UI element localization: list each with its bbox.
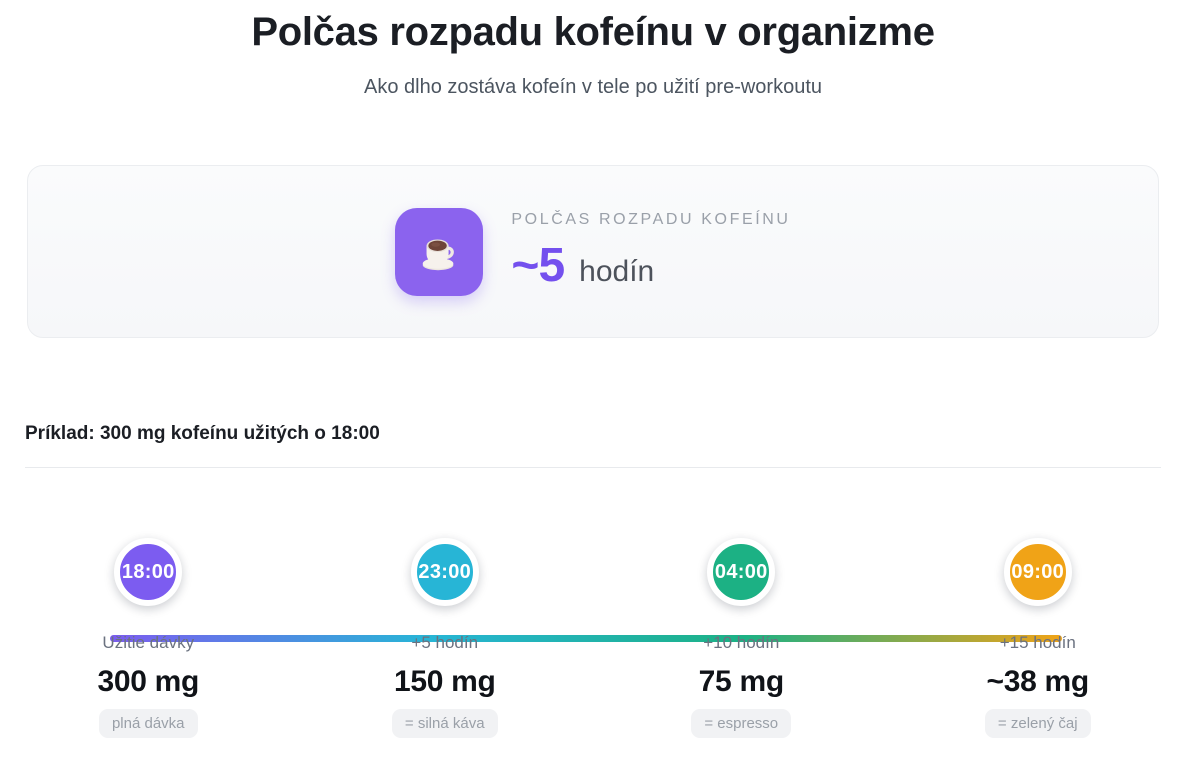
dose-badge: = silná káva bbox=[391, 709, 498, 738]
section-divider bbox=[25, 467, 1161, 468]
page-header: Polčas rozpadu kofeínu v organizme Ako d… bbox=[0, 0, 1186, 101]
coffee-cup-icon bbox=[423, 238, 455, 270]
caffeine-timeline: 18:00 Užitie dávky 300 mg plná dávka 23:… bbox=[0, 538, 1186, 738]
dose-badge: = espresso bbox=[691, 709, 792, 738]
timeline-item-plus5: 23:00 +5 hodín 150 mg = silná káva bbox=[297, 538, 594, 738]
dose-value: 150 mg bbox=[393, 665, 496, 698]
example-heading: Príklad: 300 mg kofeínu užitých o 18:00 bbox=[25, 423, 380, 444]
page-subtitle: Ako dlho zostáva kofeín v tele po užití … bbox=[363, 76, 823, 98]
halflife-text-block: POLČAS ROZPADU KOFEÍNU ~5 hodín bbox=[511, 211, 790, 293]
dose-value: 300 mg bbox=[97, 665, 200, 698]
halflife-unit: hodín bbox=[579, 254, 655, 288]
time-circle: 18:00 bbox=[114, 538, 183, 606]
time-circle: 23:00 bbox=[410, 538, 479, 606]
halflife-card-label: POLČAS ROZPADU KOFEÍNU bbox=[511, 210, 791, 228]
page-title: Polčas rozpadu kofeínu v organizme bbox=[251, 10, 935, 54]
halflife-card: POLČAS ROZPADU KOFEÍNU ~5 hodín bbox=[27, 165, 1159, 338]
halflife-value-row: ~5 hodín bbox=[511, 238, 790, 293]
dose-badge: = zelený čaj bbox=[984, 709, 1091, 738]
timeline-gradient-track bbox=[110, 635, 1062, 642]
timeline-items: 18:00 Užitie dávky 300 mg plná dávka 23:… bbox=[0, 538, 1186, 738]
time-offset-label: +5 hodín bbox=[411, 633, 479, 652]
dose-value: ~38 mg bbox=[986, 665, 1090, 698]
time-circle: 04:00 bbox=[707, 538, 776, 606]
dose-value: 75 mg bbox=[698, 665, 785, 698]
timeline-item-plus10: 04:00 +10 hodín 75 mg = espresso bbox=[593, 538, 890, 738]
coffee-app-icon bbox=[395, 207, 484, 296]
timeline-item-dose: 18:00 Užitie dávky 300 mg plná dávka bbox=[0, 538, 297, 738]
time-offset-label: Užitie dávky bbox=[102, 633, 195, 652]
dose-badge: plná dávka bbox=[98, 709, 198, 738]
time-offset-label: +15 hodín bbox=[999, 633, 1076, 652]
time-offset-label: +10 hodín bbox=[703, 633, 780, 652]
time-circle: 09:00 bbox=[1003, 538, 1072, 606]
halflife-value: ~5 bbox=[511, 238, 565, 292]
timeline-item-plus15: 09:00 +15 hodín ~38 mg = zelený čaj bbox=[890, 538, 1186, 738]
